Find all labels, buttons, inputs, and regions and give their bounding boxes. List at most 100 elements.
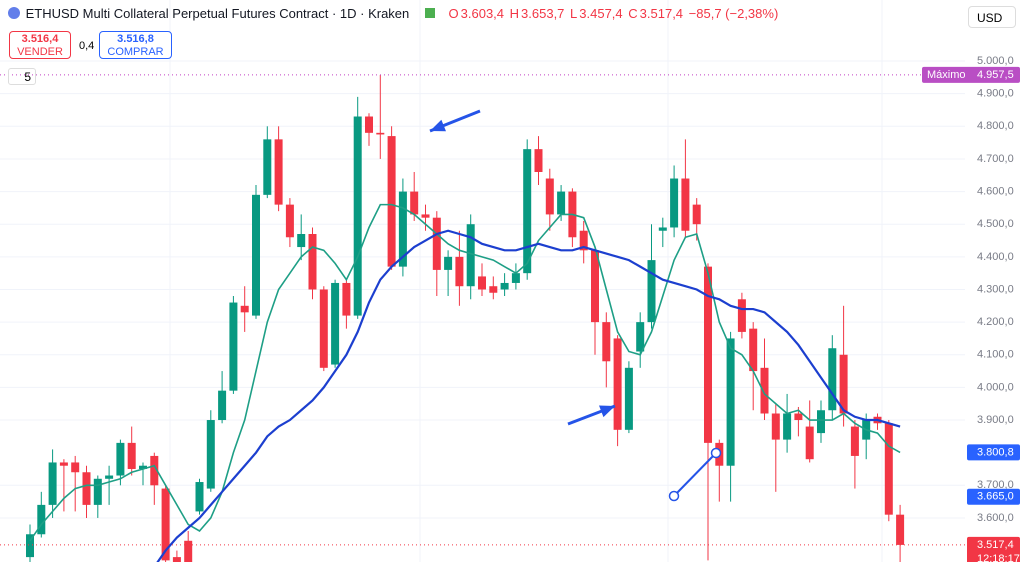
candle-body — [523, 149, 532, 274]
candle-body — [455, 256, 464, 287]
y-tick-label: 4.400,0 — [977, 251, 1014, 263]
candle-body — [478, 276, 486, 290]
candle-body — [26, 534, 34, 558]
candle-body — [297, 234, 306, 248]
candle-body — [376, 132, 385, 135]
y-tick-label: 4.100,0 — [977, 349, 1014, 361]
candle-body — [896, 514, 905, 545]
candle-body — [794, 413, 803, 421]
candle-body — [285, 204, 294, 238]
y-tick-label: 4.800,0 — [977, 120, 1014, 132]
max-value: 4.957,5 — [977, 69, 1014, 81]
candle-body — [410, 191, 419, 215]
candle-body — [353, 116, 362, 316]
candle-body — [139, 465, 147, 469]
candle-body — [105, 475, 114, 479]
candle-body — [658, 227, 667, 231]
candle-body — [760, 367, 769, 414]
candle-body — [48, 462, 57, 505]
candle-body — [37, 504, 46, 535]
flag-icon — [424, 8, 435, 18]
candle-body — [602, 322, 611, 362]
candle-body — [71, 462, 80, 473]
spread: 0,4 — [79, 40, 95, 52]
currency: USD — [977, 11, 1003, 25]
buy-button[interactable]: 3.516,8 COMPRAR — [99, 31, 172, 59]
anchor — [710, 447, 722, 459]
countdown: 12:18:17 — [977, 553, 1020, 562]
sell-button[interactable]: 3.516,4 VENDER — [9, 31, 71, 59]
candle-body — [545, 178, 554, 215]
coin-icon — [8, 7, 20, 19]
currency-select[interactable]: USD — [968, 6, 1016, 28]
l-value: 3.457,4 — [579, 6, 623, 21]
candle-body — [557, 191, 566, 215]
y-tick-label: 4.600,0 — [977, 185, 1014, 197]
anchor — [668, 490, 680, 502]
candle-body — [172, 557, 181, 562]
y-tick-label: 3.900,0 — [977, 414, 1014, 426]
price-tag-label: 3.517,4 — [977, 539, 1014, 551]
y-tick-label: 4.900,0 — [977, 88, 1014, 100]
candle-body — [319, 289, 328, 368]
max-tag — [922, 66, 1020, 83]
candle-body — [681, 178, 690, 231]
candle-body — [161, 488, 170, 561]
moving-average-line — [29, 203, 901, 542]
price-tag — [967, 488, 1020, 505]
candle-body — [500, 282, 509, 290]
price-tag-label: 3.800,8 — [977, 446, 1014, 458]
candle-body — [613, 338, 622, 430]
price-tag — [967, 444, 1020, 461]
symbol-title: ETHUSD Multi Collateral Perpetual Future… — [25, 6, 410, 21]
sell-label: VENDER — [17, 46, 63, 58]
buy-price: 3.516,8 — [117, 33, 154, 45]
candle-body — [206, 420, 215, 489]
arrow-head — [430, 119, 446, 132]
candle-body — [624, 367, 633, 430]
candle-body — [489, 286, 498, 293]
candle-body — [398, 191, 407, 267]
o-label: O — [448, 6, 459, 21]
candle-body — [59, 462, 68, 466]
indicator-toggle[interactable]: 5 — [8, 68, 36, 85]
max-label: Máximo — [927, 69, 966, 81]
candle-body — [365, 116, 373, 133]
annotation-line — [673, 452, 717, 497]
candle-body — [783, 413, 792, 440]
candle-body — [240, 305, 249, 313]
candle-body — [218, 390, 227, 421]
y-tick-label: 4.500,0 — [977, 218, 1014, 230]
sell-price: 3.516,4 — [21, 33, 59, 45]
candle-body — [749, 328, 758, 372]
moving-average-line — [156, 229, 901, 562]
candle-body — [670, 178, 679, 228]
candle-body — [817, 410, 825, 434]
candle-body — [828, 348, 837, 411]
candle-body — [432, 217, 441, 270]
candle-body — [726, 338, 735, 466]
candle-body — [127, 442, 136, 469]
candle-body — [252, 194, 260, 316]
candle-body — [263, 139, 272, 195]
candle-body — [274, 139, 283, 205]
h-label: H — [509, 6, 520, 21]
candle-body — [850, 426, 859, 456]
candle-body — [511, 273, 520, 283]
candle-body — [805, 426, 814, 460]
candle-body — [647, 260, 656, 323]
y-tick-label: 3.700,0 — [977, 479, 1014, 491]
y-tick-label: 3.600,0 — [977, 512, 1014, 524]
y-tick-label: 4.200,0 — [977, 316, 1014, 328]
buy-label: COMPRAR — [107, 46, 164, 58]
indicator-count: 5 — [24, 70, 31, 84]
y-tick-label: 5.000,0 — [977, 55, 1014, 67]
candle-body — [636, 322, 645, 352]
arrow-head — [599, 405, 615, 418]
o-value: 3.603,4 — [460, 6, 505, 21]
price-tag-label: 3.665,0 — [977, 491, 1014, 503]
candle-body — [229, 302, 238, 391]
candle-body — [82, 472, 91, 505]
h-value: 3.653,7 — [521, 6, 565, 21]
